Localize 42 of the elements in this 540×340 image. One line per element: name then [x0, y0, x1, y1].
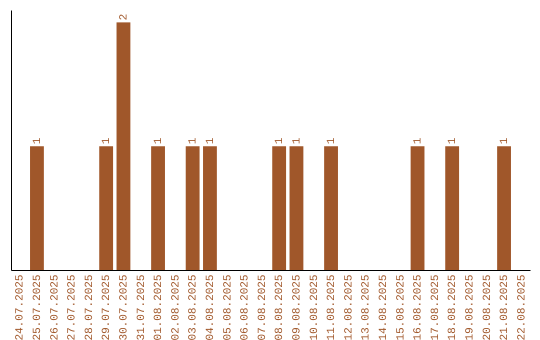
x-tick-label: 18.08.2025	[447, 274, 460, 340]
data-label: 1	[188, 137, 200, 144]
x-tick-label: 05.08.2025	[222, 274, 234, 340]
data-label: 1	[326, 137, 338, 144]
x-tick-label: 12.08.2025	[343, 274, 356, 340]
x-tick-label: 03.08.2025	[188, 274, 200, 340]
data-label: 1	[32, 137, 44, 144]
x-tick-label: 19.08.2025	[464, 274, 476, 340]
x-tick-label: 11.08.2025	[326, 274, 338, 340]
x-tick-label: 22.08.2025	[516, 274, 528, 340]
x-tick-label: 30.07.2025	[118, 274, 130, 340]
x-tick-label: 07.08.2025	[256, 274, 269, 340]
x-tick-label: 24.07.2025	[14, 274, 27, 340]
x-tick-label: 25.07.2025	[32, 274, 44, 340]
data-label: 1	[499, 137, 512, 144]
x-tick-label: 20.08.2025	[482, 274, 494, 340]
data-label: 1	[274, 137, 286, 144]
data-label: 1	[412, 137, 425, 144]
x-tick-label: 15.08.2025	[395, 274, 408, 340]
x-tick-label: 27.07.2025	[66, 274, 79, 340]
x-tick-label: 10.08.2025	[308, 274, 321, 340]
x-tick-label: 28.07.2025	[84, 274, 96, 340]
x-tick-label: 02.08.2025	[170, 274, 182, 340]
data-label: 1	[291, 137, 304, 144]
data-label: 1	[101, 137, 114, 144]
x-tick-label: 29.07.2025	[101, 274, 114, 340]
data-label: 1	[153, 137, 166, 144]
x-tick-label: 01.08.2025	[153, 274, 166, 340]
x-tick-label: 17.08.2025	[430, 274, 442, 340]
x-tick-label: 16.08.2025	[412, 274, 425, 340]
x-tick-label: 13.08.2025	[360, 274, 373, 340]
x-tick-label: 08.08.2025	[274, 274, 286, 340]
data-label: 1	[447, 137, 460, 144]
data-label: 2	[118, 14, 130, 20]
x-tick-label: 04.08.2025	[204, 274, 217, 340]
x-tick-label: 26.07.2025	[49, 274, 62, 340]
x-tick-label: 31.07.2025	[136, 274, 148, 340]
x-tick-label: 06.08.2025	[240, 274, 252, 340]
x-tick-label: 21.08.2025	[499, 274, 512, 340]
x-tick-label: 14.08.2025	[378, 274, 390, 340]
x-tick-label: 09.08.2025	[291, 274, 304, 340]
data-label: 1	[204, 137, 217, 144]
